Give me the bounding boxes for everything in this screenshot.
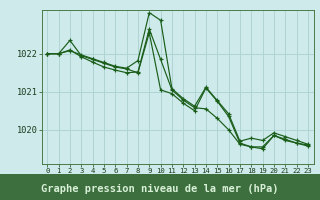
Text: Graphe pression niveau de la mer (hPa): Graphe pression niveau de la mer (hPa) — [41, 184, 279, 194]
